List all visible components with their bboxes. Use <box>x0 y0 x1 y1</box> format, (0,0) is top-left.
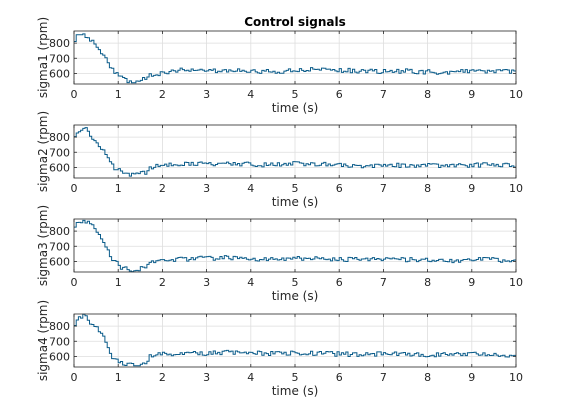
x-tick-label: 4 <box>247 88 254 101</box>
x-tick-label: 1 <box>115 371 122 384</box>
x-tick-label: 2 <box>159 371 166 384</box>
x-tick-label: 3 <box>203 182 210 195</box>
x-tick-label: 2 <box>159 276 166 289</box>
y-tick-label: 800 <box>49 225 70 238</box>
x-tick-label: 8 <box>424 182 431 195</box>
x-tick-label: 6 <box>336 88 343 101</box>
signal-line <box>74 33 516 84</box>
x-tick-label: 6 <box>336 276 343 289</box>
x-tick-label: 0 <box>71 276 78 289</box>
x-tick-label: 8 <box>424 371 431 384</box>
x-tick-label: 3 <box>203 88 210 101</box>
y-tick-label: 600 <box>49 350 70 363</box>
signal-line <box>74 219 516 273</box>
y-tick-label: 600 <box>49 255 70 268</box>
x-tick-label: 6 <box>336 182 343 195</box>
x-tick-label: 7 <box>380 276 387 289</box>
y-axis-label: sigma1 (rpm) <box>36 17 50 98</box>
y-tick-label: 700 <box>49 146 70 159</box>
y-tick-label: 800 <box>49 131 70 144</box>
y-tick-label: 700 <box>49 240 70 253</box>
x-tick-label: 2 <box>159 182 166 195</box>
x-axis-label: time (s) <box>272 289 319 303</box>
x-tick-label: 1 <box>115 182 122 195</box>
x-tick-label: 4 <box>247 371 254 384</box>
x-tick-label: 1 <box>115 276 122 289</box>
x-tick-label: 5 <box>292 88 299 101</box>
x-tick-label: 9 <box>468 182 475 195</box>
y-tick-label: 700 <box>49 52 70 65</box>
x-tick-label: 9 <box>468 276 475 289</box>
x-tick-label: 6 <box>336 371 343 384</box>
x-axis-label: time (s) <box>272 101 319 115</box>
x-tick-label: 3 <box>203 276 210 289</box>
x-tick-label: 5 <box>292 276 299 289</box>
x-tick-label: 7 <box>380 182 387 195</box>
x-axis-label: time (s) <box>272 384 319 398</box>
x-axis-label: time (s) <box>272 195 319 209</box>
y-tick-label: 700 <box>49 335 70 348</box>
y-axis-label: sigma3 (rpm) <box>36 205 50 286</box>
y-tick-label: 800 <box>49 37 70 50</box>
x-tick-label: 5 <box>292 371 299 384</box>
x-tick-label: 10 <box>509 182 523 195</box>
x-tick-label: 5 <box>292 182 299 195</box>
x-tick-label: 7 <box>380 371 387 384</box>
x-tick-label: 4 <box>247 276 254 289</box>
x-tick-label: 0 <box>71 371 78 384</box>
x-tick-label: 7 <box>380 88 387 101</box>
x-tick-label: 0 <box>71 182 78 195</box>
x-tick-label: 9 <box>468 371 475 384</box>
x-tick-label: 8 <box>424 276 431 289</box>
y-tick-label: 600 <box>49 67 70 80</box>
x-tick-label: 1 <box>115 88 122 101</box>
x-tick-label: 3 <box>203 371 210 384</box>
y-axis-label: sigma4 (rpm) <box>36 300 50 381</box>
x-tick-label: 9 <box>468 88 475 101</box>
x-tick-label: 8 <box>424 88 431 101</box>
signal-line <box>74 127 516 177</box>
x-tick-label: 10 <box>509 88 523 101</box>
y-tick-label: 600 <box>49 161 70 174</box>
x-tick-label: 2 <box>159 88 166 101</box>
y-tick-label: 800 <box>49 320 70 333</box>
x-tick-label: 0 <box>71 88 78 101</box>
signal-line <box>74 313 516 367</box>
x-tick-label: 10 <box>509 276 523 289</box>
x-tick-label: 10 <box>509 371 523 384</box>
y-axis-label: sigma2 (rpm) <box>36 111 50 192</box>
x-tick-label: 4 <box>247 182 254 195</box>
chart-title: Control signals <box>244 15 346 29</box>
